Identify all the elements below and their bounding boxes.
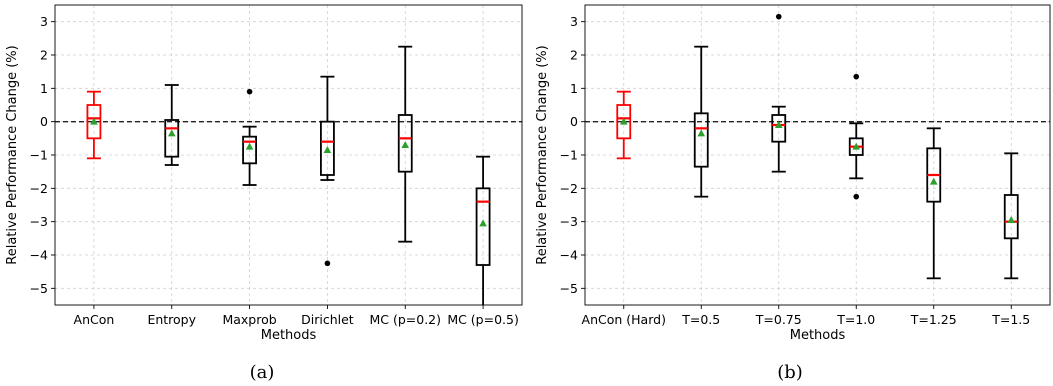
y-tick-label: 3 [570,14,578,29]
x-tick-label: Entropy [147,312,196,327]
y-tick-label: 0 [570,114,578,129]
box-iqr [475,187,491,266]
y-tick-label: −5 [30,281,48,296]
box-iqr [86,104,102,140]
y-tick-label: −1 [560,148,578,163]
boxes [616,13,1019,280]
box-0 [86,90,102,160]
box-4 [926,127,942,280]
outlier-point [853,193,860,200]
x-axis-label: Methods [790,328,846,343]
outlier-point [853,73,860,80]
y-axis-label: Relative Performance Change (%) [535,45,550,264]
x-tick-label: T=0.5 [681,312,720,327]
mean-marker [852,142,861,150]
mean-marker [323,146,332,153]
y-tick-label: −4 [30,248,48,263]
x-tick-label: T=1.0 [836,312,875,327]
box-3 [848,73,864,200]
mean-marker [245,142,254,150]
box-iqr [693,112,709,168]
y-tick-label: 1 [570,81,578,96]
box-iqr [1003,194,1019,240]
box-1 [164,84,180,166]
y-tick-label: −2 [560,181,578,196]
panel-a: −5 −4 −3 −2 −1 0 1 2 3 AnCon Entropy Maxprob Dirichl… [5,4,523,383]
y-tick-label: 1 [40,81,48,96]
y-tick-label: −3 [30,214,48,229]
x-tick-label: AnCon (Hard) [582,312,666,327]
box-2 [771,13,787,173]
mean-marker [401,141,410,148]
x-tick-label: T=1.5 [991,312,1030,327]
box-iqr [397,114,413,173]
box-iqr [164,119,180,158]
mean-marker [1007,216,1016,223]
outlier-point [324,260,331,267]
x-axis-label: Methods [261,328,317,343]
mean-marker [90,117,98,125]
panel-b: −5 −4 −3 −2 −1 0 1 2 3 AnCon (Hard) T=0.5 T=0.75 T=1… [535,4,1051,383]
x-tick-label: Maxprob [222,312,276,327]
y-tick-label: −5 [560,281,578,296]
outlier-point [246,88,253,95]
mean-marker [479,219,487,227]
box-3 [320,75,335,267]
panel-caption: (a) [250,362,275,383]
box-1 [693,45,709,198]
y-tick-label: −4 [560,248,578,263]
y-tick-label: 3 [40,14,48,29]
box-iqr [242,135,257,165]
boxes [86,45,491,305]
x-tick-label: MC (p=0.2) [369,312,441,327]
box-0 [616,90,632,160]
box-5 [1003,152,1019,280]
x-tick-label: Dirichlet [301,312,354,327]
y-tick-label: −2 [30,181,48,196]
x-tick-label: AnCon [74,312,115,327]
box-5 [475,155,491,305]
box-iqr [320,120,335,176]
x-tick-label: T=1.25 [910,312,957,327]
y-tick-label: −1 [30,148,48,163]
panel-caption: (b) [777,362,803,383]
mean-marker [167,129,176,137]
box-2 [242,88,257,186]
x-tick-label: MC (p=0.5) [447,312,519,327]
y-tick-label: 2 [40,48,48,63]
mean-marker [619,117,628,125]
y-axis-label: Relative Performance Change (%) [5,45,20,264]
y-tick-label: 0 [40,114,48,129]
box-iqr [616,104,632,140]
y-tick-label: 2 [570,48,578,63]
axes-frame [584,4,1051,306]
mean-marker [929,177,938,185]
mean-marker [774,121,783,128]
box-iqr [771,114,787,143]
mean-marker [697,129,706,137]
outlier-point [775,13,782,20]
box-4 [397,45,413,243]
x-tick-label: T=0.75 [755,312,802,327]
y-tick-label: −3 [560,214,578,229]
